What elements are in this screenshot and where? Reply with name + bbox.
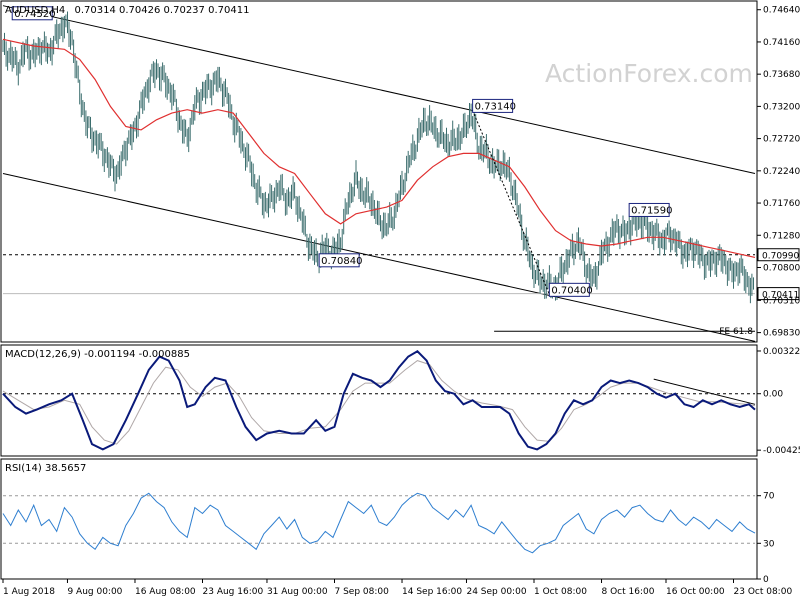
rsi-layer: [2, 492, 756, 554]
price-annotation-label: 0.74520: [14, 9, 55, 20]
symbol-title: AUDUSD,H4 0.70314 0.70426 0.70237 0.7041…: [5, 5, 249, 16]
price-annotation-label: 0.70400: [551, 285, 592, 296]
x-tick-label: 1 Oct 08:00: [534, 587, 587, 597]
macd-layer: [2, 350, 756, 451]
moving-average-line: [2, 38, 756, 258]
price-y-tick-label: 0.74160: [763, 38, 800, 48]
price-y-tick-label: 0.74640: [763, 6, 800, 16]
rsi-panel-border: [0, 458, 758, 580]
price-annotation-label: 0.73140: [475, 101, 516, 112]
ohlc-values: 0.70314 0.70426 0.70237 0.70411: [74, 5, 249, 16]
price-y-tick-label: 0.69830: [763, 329, 800, 339]
price-annotation-box: [548, 282, 590, 297]
rsi-label: RSI(14) 38.5657: [5, 463, 86, 474]
price-right-label-box: [757, 248, 800, 262]
price-right-label: 0.70990: [762, 252, 799, 262]
rsi-y-tick-label: 70: [763, 492, 775, 502]
price-annotation-box: [472, 98, 514, 113]
price-y-tick-label: 0.73680: [763, 70, 800, 80]
price-y-tick-label: 0.73200: [763, 102, 800, 112]
watermark: ActionForex.com: [545, 59, 753, 88]
x-tick-label: 24 Sep 00:00: [466, 587, 526, 597]
channel-upper-line: [2, 5, 756, 175]
price-layer: 0.74520 0.73140 0.70840 0.70400 0.71590 FE 61…: [2, 5, 756, 342]
macd-y-tick-label: -0.004259: [763, 446, 800, 456]
x-tick-label: 7 Sep 08:00: [334, 587, 389, 597]
macd-signal-line: [2, 360, 756, 445]
macd-label: MACD(12,26,9) -0.001194 -0.000885: [5, 349, 190, 360]
price-annotation-label: 0.71590: [631, 205, 672, 216]
price-annotation-label: 0.70840: [321, 256, 362, 267]
macd-y-tick-label: 0.00: [763, 390, 783, 400]
price-y-tick-label: 0.72240: [763, 167, 800, 177]
x-tick-label: 9 Aug 00:00: [67, 587, 122, 597]
x-tick-label: 16 Oct 00:00: [666, 587, 725, 597]
price-y-tick-label: 0.70800: [763, 263, 800, 273]
price-annotation-box: [628, 202, 670, 217]
price-right-label-box: [757, 287, 800, 301]
price-y-tick-label: 0.72720: [763, 135, 800, 145]
channel-lower-line: [2, 173, 756, 342]
macd-y-tick-label: 0.003224: [763, 347, 800, 357]
x-tick-label: 31 Aug 00:00: [267, 587, 328, 597]
price-y-tick-label: 0.71760: [763, 199, 800, 209]
rsi-y-tick-label: 30: [763, 539, 775, 549]
swing-dotted-line: [472, 110, 550, 295]
x-tick-label: 8 Oct 16:00: [602, 587, 655, 597]
price-y-tick-label: 0.71280: [763, 231, 800, 241]
macd-trend-line: [653, 378, 756, 405]
x-tick-label: 14 Sep 16:00: [402, 587, 462, 597]
price-y-tick-label: 0.70310: [763, 296, 800, 306]
price-annotation-box: [11, 6, 53, 21]
macd-panel-border: [0, 344, 758, 457]
price-right-label: 0.70411: [762, 291, 799, 301]
x-tick-label: 1 Aug 2018: [3, 587, 55, 597]
axes-layer: 0.70990 0.70411 0.74640 0.74160 0.73680 0.732…: [2, 6, 800, 597]
rsi-line: [2, 492, 756, 554]
macd-main-line: [2, 350, 756, 451]
price-annotation-box: [318, 253, 360, 268]
fib-label: FE 61.8: [719, 327, 753, 337]
rsi-y-tick-label: 0: [763, 575, 769, 585]
x-tick-label: 16 Aug 08:00: [135, 587, 196, 597]
x-tick-label: 23 Oct 08:00: [734, 587, 793, 597]
symbol-label: AUDUSD,H4: [5, 5, 65, 16]
price-panel-border: [0, 0, 758, 343]
x-tick-label: 23 Aug 16:00: [203, 587, 264, 597]
